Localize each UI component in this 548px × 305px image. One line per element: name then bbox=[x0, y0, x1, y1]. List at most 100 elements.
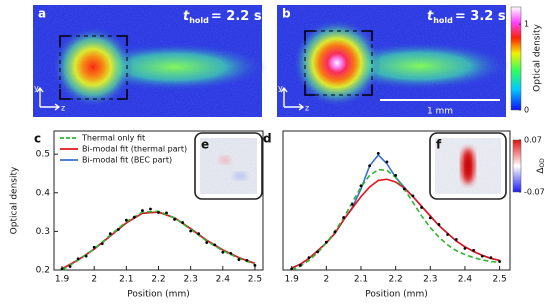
data-point bbox=[181, 221, 185, 224]
data-point bbox=[132, 215, 136, 219]
axis-y: y bbox=[278, 84, 283, 93]
data-point bbox=[385, 160, 389, 164]
data-point bbox=[205, 241, 209, 244]
colorbar-tick-label: 1 bbox=[524, 20, 529, 29]
data-point bbox=[108, 232, 112, 236]
data-point bbox=[316, 250, 320, 254]
panel-label: a bbox=[38, 7, 46, 21]
data-point bbox=[489, 256, 493, 260]
x-tick-label: 2 bbox=[91, 275, 97, 285]
data-point bbox=[428, 216, 432, 220]
data-point bbox=[333, 230, 337, 234]
data-point bbox=[189, 229, 193, 233]
data-point bbox=[76, 257, 80, 261]
y-axis-label: Optical density bbox=[10, 166, 20, 234]
delta: Δ bbox=[536, 167, 546, 174]
x-tick-label: 2.1 bbox=[119, 275, 133, 285]
hold-value: = 3.2 s bbox=[455, 9, 506, 24]
data-point bbox=[157, 211, 160, 214]
x-tick-label: 2.4 bbox=[458, 275, 473, 285]
image-b bbox=[277, 5, 510, 117]
data-point bbox=[298, 263, 302, 267]
inset-label: f bbox=[436, 138, 442, 152]
data-point bbox=[394, 174, 398, 177]
data-point bbox=[350, 202, 354, 206]
data-point bbox=[376, 151, 380, 155]
data-point bbox=[359, 184, 363, 188]
x-tick-label: 2.1 bbox=[354, 275, 368, 285]
data-point bbox=[411, 194, 415, 198]
inset-f bbox=[429, 132, 507, 200]
plot-frame bbox=[282, 130, 511, 271]
x-tick-label: 2.2 bbox=[388, 275, 402, 285]
x-tick-label: 2 bbox=[323, 275, 329, 285]
panel-label: b bbox=[282, 7, 291, 21]
scale-bar-label: 1 mm bbox=[427, 107, 453, 117]
y-tick-label: 0.5 bbox=[36, 150, 50, 160]
data-point bbox=[463, 246, 467, 250]
colorbar bbox=[510, 6, 522, 111]
fit-line bbox=[61, 211, 256, 270]
x-tick-label: 1.9 bbox=[285, 275, 300, 285]
legend-label: Thermal only fit bbox=[81, 134, 145, 143]
colorbar-tick-label: -0.07 bbox=[524, 188, 545, 197]
inset-colorbar bbox=[512, 139, 522, 193]
data-point bbox=[324, 240, 328, 244]
data-point bbox=[342, 216, 346, 219]
data-point bbox=[60, 267, 64, 271]
data-point bbox=[420, 206, 424, 209]
panel-label: c bbox=[34, 132, 41, 146]
data-point bbox=[229, 251, 233, 255]
data-point bbox=[480, 254, 484, 258]
data-point bbox=[472, 248, 476, 252]
colorbar-tick-label: 0 bbox=[524, 106, 529, 115]
delta-sub: OD bbox=[539, 158, 546, 168]
hold-time: thold = 3.2 s bbox=[427, 9, 506, 25]
x-axis-label: Position (mm) bbox=[127, 290, 189, 300]
fit-line bbox=[61, 210, 256, 271]
fit-line bbox=[61, 211, 256, 270]
data-point bbox=[307, 256, 311, 260]
data-point bbox=[141, 209, 144, 212]
x-tick-label: 2.5 bbox=[492, 275, 506, 285]
y-tick-label: 0.2 bbox=[36, 266, 50, 276]
y-tick-label: 0.4 bbox=[36, 188, 51, 198]
data-point bbox=[437, 223, 441, 226]
inset-e bbox=[194, 132, 263, 200]
data-point bbox=[446, 233, 450, 236]
data-point bbox=[237, 258, 241, 261]
data-point bbox=[116, 228, 120, 231]
x-tick-label: 2.3 bbox=[423, 275, 437, 285]
y-tick-label: 0.3 bbox=[36, 227, 50, 237]
data-point bbox=[165, 211, 168, 215]
data-point bbox=[173, 218, 176, 221]
hold-t: t bbox=[183, 9, 190, 24]
hold-sub: hold bbox=[433, 16, 453, 25]
data-point bbox=[253, 263, 257, 267]
hold-sub: hold bbox=[189, 16, 209, 25]
legend-label: Bi-modal fit (BEC part) bbox=[82, 156, 172, 165]
legend-label: Bi-modal fit (thermal part) bbox=[82, 145, 187, 154]
axis-z: z bbox=[61, 104, 65, 113]
x-tick-label: 2.4 bbox=[216, 275, 231, 285]
x-tick-label: 1.9 bbox=[55, 275, 70, 285]
data-point bbox=[213, 243, 217, 247]
data-point bbox=[368, 164, 372, 168]
x-axis-label: Position (mm) bbox=[365, 290, 427, 300]
colorbar-tick-label: 0.07 bbox=[524, 136, 542, 145]
hold-t: t bbox=[427, 9, 434, 24]
colorbar-label: Optical density bbox=[533, 24, 543, 92]
x-tick-label: 2.5 bbox=[248, 275, 262, 285]
data-point bbox=[197, 232, 201, 236]
data-point bbox=[100, 242, 104, 246]
hold-value: = 2.2 s bbox=[211, 9, 262, 24]
data-point bbox=[124, 218, 128, 222]
data-point bbox=[498, 260, 502, 263]
inset-label: e bbox=[201, 138, 209, 152]
inset-colorbar-label: ΔOD bbox=[536, 158, 546, 174]
data-point bbox=[454, 238, 458, 241]
hold-time: thold = 2.2 s bbox=[183, 9, 262, 25]
axis-z: z bbox=[305, 104, 309, 113]
data-point bbox=[149, 207, 152, 211]
